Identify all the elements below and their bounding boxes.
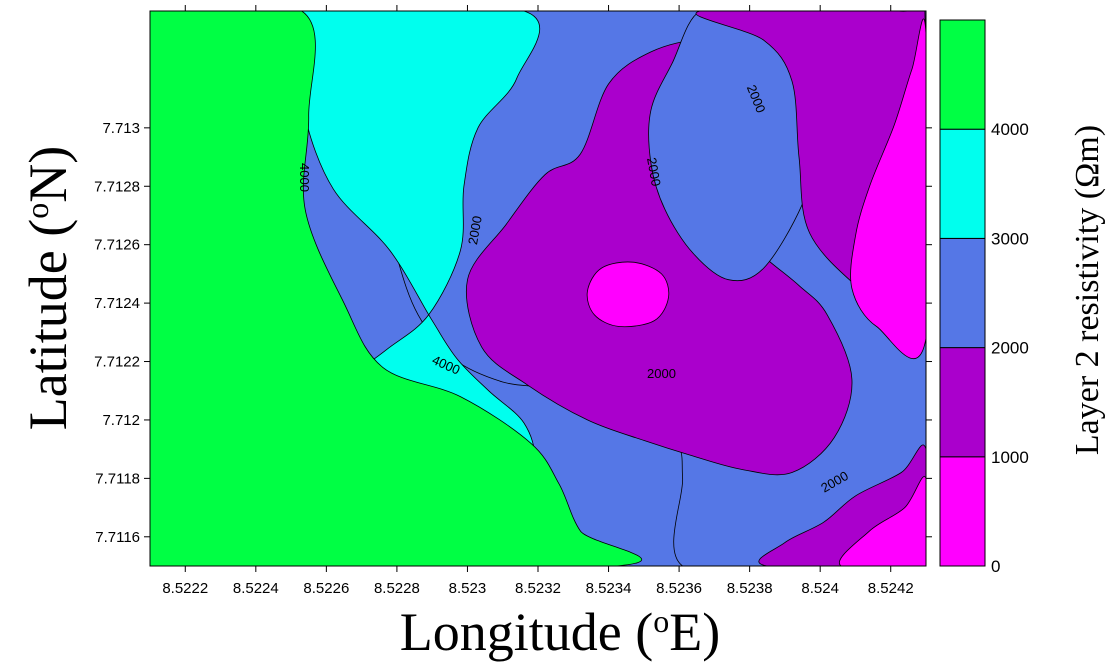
contour-region-0-1000-9 <box>586 261 670 328</box>
contour-region-0-1000-6 <box>850 18 926 359</box>
colorbar-segment-1000-2000 <box>939 347 986 458</box>
colorbar-tick-label: 3000 <box>991 229 1029 248</box>
y-tick-label: 7.7128 <box>94 178 140 195</box>
y-tick-label: 7.7124 <box>94 295 140 312</box>
colorbar-segment-0-1000 <box>939 456 986 567</box>
y-axis-ticks: 7.7116 7.7118 7.712 7.7122 7.7124 7.7126 7.712… <box>94 120 932 546</box>
x-axis-title: Longitude (oE) <box>400 602 720 662</box>
contour-regions <box>150 11 926 566</box>
y-tick-label: 7.7116 <box>95 529 140 546</box>
x-tick-label: 8.5226 <box>303 580 349 597</box>
colorbar <box>939 19 986 567</box>
contour-label-3: 2000 <box>644 156 664 187</box>
contour-label-text: 4000 <box>297 163 312 192</box>
contour-label-5: 2000 <box>647 366 676 381</box>
x-tick-label: 8.5232 <box>515 580 561 597</box>
contour-label-text: 2000 <box>465 215 485 246</box>
y-tick-label: 7.712 <box>102 412 140 429</box>
x-tick-label: 8.5222 <box>162 580 208 597</box>
contour-label-2: 2000 <box>465 215 485 246</box>
y-tick-label: 7.713 <box>102 120 140 137</box>
x-tick-label: 8.524 <box>801 580 839 597</box>
contour-region-4000-5000-2 <box>150 11 643 566</box>
x-tick-label: 8.5236 <box>656 580 702 597</box>
y-tick-label: 7.7122 <box>94 354 140 371</box>
contour-region-0-1000-8 <box>838 476 926 566</box>
colorbar-tick-label: 4000 <box>991 120 1029 139</box>
colorbar-tick-label: 1000 <box>991 448 1029 467</box>
colorbar-segment-3000-4000 <box>939 128 986 239</box>
colorbar-tick-label: 2000 <box>991 339 1029 358</box>
contour-label-text: 2000 <box>647 366 676 381</box>
y-axis-title: Latitude (oN) <box>18 146 78 430</box>
x-tick-label: 8.5228 <box>374 580 420 597</box>
contour-label-0: 4000 <box>297 163 312 192</box>
x-tick-label: 8.5224 <box>233 580 279 597</box>
x-tick-label: 8.5234 <box>586 580 632 597</box>
x-tick-label: 8.5238 <box>727 580 773 597</box>
x-tick-label: 8.523 <box>449 580 487 597</box>
colorbar-segment-2000-3000 <box>939 237 986 349</box>
x-tick-label: 8.5242 <box>868 580 914 597</box>
x-axis-ticks: 8.5222 8.5224 8.5226 8.5228 8.523 8.5232 8.523… <box>162 5 914 597</box>
contour-label-text: 2000 <box>644 156 664 187</box>
colorbar-tick-label: 0 <box>991 557 1000 576</box>
colorbar-segment-4000-5000 <box>939 19 986 130</box>
colorbar-title: Layer 2 resistivity (Ωm) <box>1069 125 1106 455</box>
colorbar-tick-labels: 0 1000 2000 3000 4000 <box>991 120 1029 576</box>
y-tick-label: 7.7118 <box>95 470 140 487</box>
y-tick-label: 7.7126 <box>94 237 140 254</box>
